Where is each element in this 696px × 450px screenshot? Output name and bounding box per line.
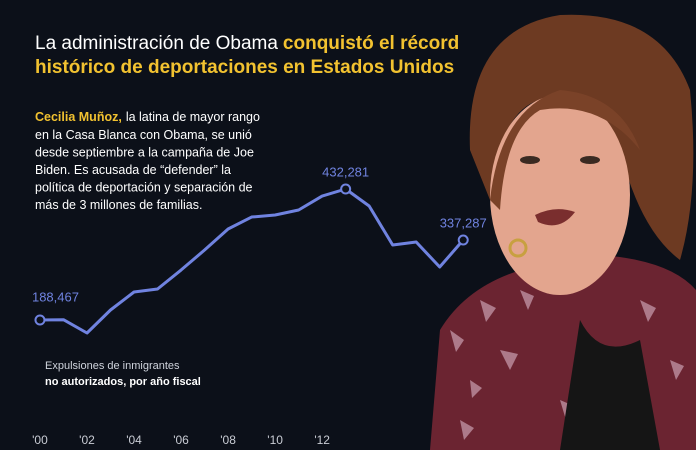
point [34, 314, 46, 326]
point [340, 183, 352, 195]
x-tick-label: '10 [267, 433, 283, 447]
photo [430, 14, 696, 450]
note-line: Cecilia Muñoz, la latina de mayor rango [35, 110, 260, 124]
x-tick-label: '04 [126, 433, 142, 447]
note-text: la latina de mayor rango [126, 110, 260, 124]
point [457, 234, 469, 246]
x-tick-label: '02 [79, 433, 95, 447]
title-line1: La administración de Obama conquistó el r… [35, 33, 459, 54]
note-line: desde septiembre a la campaña de Joe [35, 145, 254, 159]
note-line: más de 3 millones de familias. [35, 198, 202, 212]
title-line2: histórico de deportaciones en Estados Un… [35, 57, 454, 78]
note-line: política de deportación y separación de [35, 180, 253, 194]
caption-line2: no autorizados, por año fiscal [45, 376, 201, 388]
x-tick-label: '12 [314, 433, 330, 447]
note-line: Biden. Es acusada de “defender” la [35, 163, 231, 177]
title-highlight: conquistó el récord [283, 33, 459, 54]
value-label: 188,467 [32, 289, 79, 304]
title-plain: La administración de Obama [35, 33, 278, 54]
x-tick-label: '08 [220, 433, 236, 447]
value-label: 337,287 [440, 215, 487, 230]
data-line [39, 187, 465, 335]
value-label: 432,281 [322, 164, 369, 179]
note-highlight: Cecilia Muñoz, [35, 110, 122, 124]
caption-line1: Expulsiones de inmigrantes [45, 360, 180, 372]
x-tick-label: '06 [173, 433, 189, 447]
x-tick-label: '00 [32, 433, 48, 447]
note-line: en la Casa Blanca con Obama, se unió [35, 128, 252, 142]
